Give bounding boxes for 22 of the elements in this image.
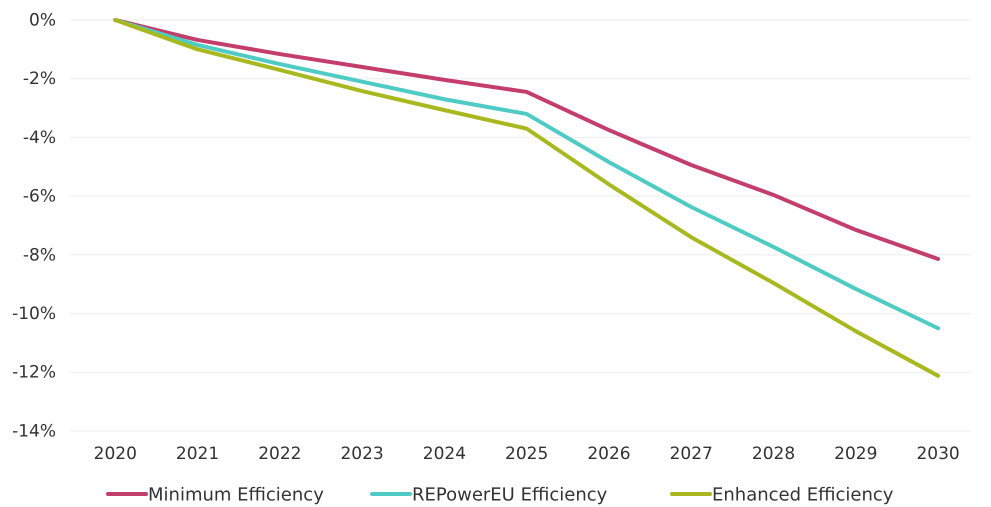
x-tick-label: 2023 [340, 444, 384, 464]
x-tick-label: 2024 [422, 444, 466, 464]
x-tick-label: 2026 [587, 444, 631, 464]
legend-label: REPowerEU Efficiency [412, 484, 608, 506]
legend-label: Minimum Efficiency [148, 484, 324, 506]
x-tick-label: 2027 [670, 444, 713, 464]
x-tick-label: 2029 [834, 444, 878, 464]
x-tick-label: 2020 [94, 444, 137, 464]
y-tick-label: -8% [22, 245, 56, 266]
y-tick-label: -12% [12, 362, 56, 383]
y-tick-label: -4% [22, 128, 56, 148]
x-tick-label: 2028 [752, 444, 796, 464]
x-tick-label: 2021 [176, 444, 220, 464]
x-tick-label: 2025 [505, 444, 548, 464]
legend-label: Enhanced Efficiency [712, 484, 894, 506]
y-tick-label: -10% [12, 304, 56, 324]
x-tick-label: 2030 [916, 444, 960, 464]
y-tick-label: -6% [22, 186, 56, 207]
y-tick-label: -2% [22, 69, 56, 90]
y-tick-label: -14% [12, 421, 56, 442]
y-tick-label: 0% [29, 10, 56, 30]
x-tick-label: 2022 [258, 444, 302, 464]
